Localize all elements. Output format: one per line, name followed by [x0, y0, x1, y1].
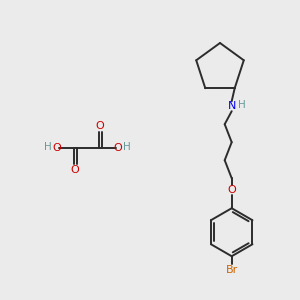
- Text: O: O: [227, 185, 236, 195]
- Text: O: O: [70, 165, 80, 175]
- Text: O: O: [114, 143, 122, 153]
- Text: N: N: [227, 101, 236, 111]
- Text: H: H: [123, 142, 131, 152]
- Text: Br: Br: [226, 265, 238, 275]
- Text: H: H: [44, 142, 52, 152]
- Text: O: O: [52, 143, 62, 153]
- Text: O: O: [96, 121, 104, 131]
- Text: H: H: [238, 100, 246, 110]
